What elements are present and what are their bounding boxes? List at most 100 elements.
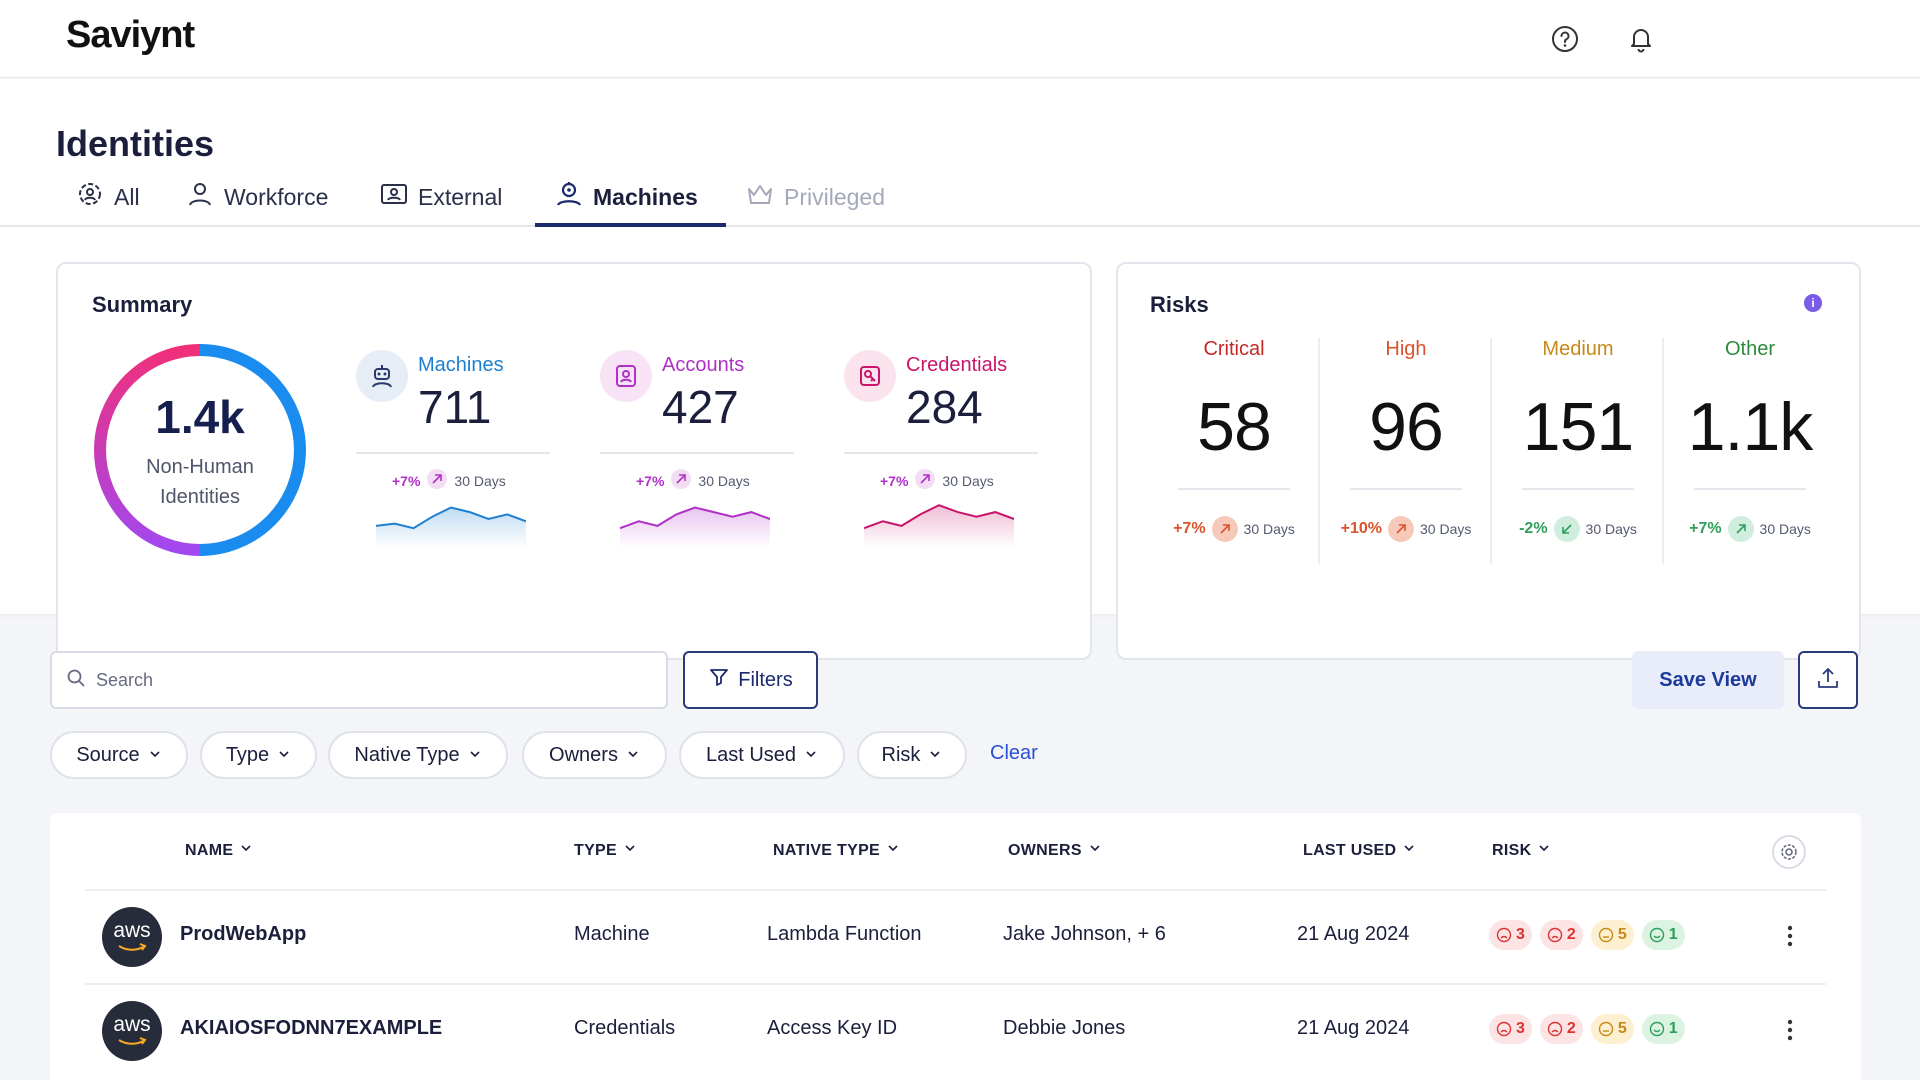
trend-period: 30 Days xyxy=(698,472,750,489)
trend-percent: +7% xyxy=(1689,520,1722,537)
tab-all[interactable]: All xyxy=(76,167,140,227)
aws-logo: aws xyxy=(102,1001,162,1061)
chevron-down-icon xyxy=(239,841,253,860)
column-header-native-type[interactable]: NATIVE TYPE xyxy=(773,841,900,860)
trend-up-icon xyxy=(914,468,936,493)
tab-external[interactable]: External xyxy=(380,167,502,227)
page-title: Identities xyxy=(56,123,215,164)
risk-other[interactable]: Other 1.1k +7% 30 Days xyxy=(1664,338,1836,564)
save-view-button[interactable]: Save View xyxy=(1632,651,1784,709)
chip-risk[interactable]: Risk xyxy=(857,731,967,779)
trend-up-icon xyxy=(1211,516,1238,542)
risk-trend: +7% 30 Days xyxy=(1148,516,1320,542)
table-row[interactable]: aws ProdWebApp Machine Lambda Function J… xyxy=(50,890,1861,984)
accounts-sparkline xyxy=(620,506,770,548)
risk-high[interactable]: High 96 +10% 30 Days xyxy=(1320,338,1492,564)
trend-percent: +7% xyxy=(392,472,421,489)
metric-accounts[interactable]: Accounts 427 +7% 30 Days xyxy=(600,350,794,550)
chip-source[interactable]: Source xyxy=(50,731,188,779)
cell-name[interactable]: AKIAIOSFODNN7EXAMPLE xyxy=(180,1017,443,1039)
metric-trend: +7% 30 Days xyxy=(392,468,506,493)
row-divider xyxy=(85,983,1826,985)
divider xyxy=(1490,338,1492,564)
risk-pills: 3 2 5 1 xyxy=(1489,920,1685,950)
credentials-sparkline xyxy=(864,504,1014,548)
chip-native-type[interactable]: Native Type xyxy=(328,731,508,779)
tab-label: Workforce xyxy=(224,183,329,210)
chip-type[interactable]: Type xyxy=(200,731,317,779)
chevron-down-icon xyxy=(1537,841,1551,860)
search-input[interactable] xyxy=(96,669,656,691)
cell-name[interactable]: ProdWebApp xyxy=(180,923,307,945)
identities-donut-chart xyxy=(94,344,306,556)
help-circle-icon[interactable] xyxy=(1546,20,1584,58)
sparkline-area xyxy=(376,507,526,548)
risk-pill-critical[interactable]: 3 xyxy=(1489,1014,1532,1044)
risk-pill-medium[interactable]: 5 xyxy=(1590,1014,1634,1044)
cell-native-type: Lambda Function xyxy=(767,923,922,945)
column-header-owners[interactable]: OWNERS xyxy=(1008,841,1102,860)
trend-up-icon xyxy=(1388,516,1414,542)
divider xyxy=(844,452,1038,454)
cell-owners[interactable]: Debbie Jones xyxy=(1003,1017,1126,1039)
metric-credentials[interactable]: Credentials 284 +7% 30 Days xyxy=(844,350,1038,550)
tab-machines[interactable]: Machines xyxy=(555,167,698,227)
risk-value: 151 xyxy=(1522,389,1634,465)
column-header-risk[interactable]: RISK xyxy=(1492,841,1551,860)
trend-percent: +10% xyxy=(1340,520,1382,537)
saviynt-logo[interactable]: Saviynt xyxy=(66,14,195,56)
risk-pill-critical[interactable]: 3 xyxy=(1489,920,1532,950)
row-menu-icon[interactable] xyxy=(1780,1012,1800,1048)
risk-label: Medium xyxy=(1542,338,1614,360)
sparkline-line xyxy=(376,506,526,530)
bell-icon[interactable] xyxy=(1622,20,1660,58)
tab-label: Privileged xyxy=(784,183,885,210)
risk-pill-high[interactable]: 2 xyxy=(1539,1014,1583,1044)
tab-privileged[interactable]: Privileged xyxy=(746,167,885,227)
metric-value: 711 xyxy=(418,381,492,433)
info-icon[interactable]: i xyxy=(1804,294,1822,312)
gear-icon[interactable] xyxy=(1772,835,1806,869)
metric-machines[interactable]: Machines 711 +7% 30 Days xyxy=(356,350,550,550)
risk-label: High xyxy=(1385,338,1427,360)
key-card-icon xyxy=(844,350,896,402)
risk-medium[interactable]: Medium 151 -2% 30 Days xyxy=(1492,338,1664,564)
cell-type: Credentials xyxy=(574,1017,676,1039)
filters-button[interactable]: Filters xyxy=(683,651,818,709)
risk-pills: 3 2 5 1 xyxy=(1489,1014,1685,1044)
trend-percent: +7% xyxy=(1173,520,1206,537)
chevron-down-icon xyxy=(886,841,900,860)
trend-period: 30 Days xyxy=(942,472,994,489)
risk-pill-medium[interactable]: 5 xyxy=(1590,920,1634,950)
column-header-name[interactable]: NAME xyxy=(185,841,253,860)
clear-filters-link[interactable]: Clear xyxy=(990,742,1038,764)
trend-percent: +7% xyxy=(880,472,909,489)
cell-owners[interactable]: Jake Johnson, + 6 xyxy=(1003,923,1166,945)
risk-pill-other[interactable]: 1 xyxy=(1641,920,1685,950)
machines-sparkline xyxy=(376,506,526,548)
export-button[interactable] xyxy=(1798,651,1858,709)
risk-pill-high[interactable]: 2 xyxy=(1539,920,1583,950)
risk-value: 58 xyxy=(1197,389,1272,465)
trend-period: 30 Days xyxy=(1585,521,1637,537)
divider xyxy=(1694,488,1806,490)
search-box[interactable] xyxy=(50,651,668,709)
chip-owners[interactable]: Owners xyxy=(522,731,667,779)
column-header-last-used[interactable]: LAST USED xyxy=(1303,841,1416,860)
chevron-down-icon xyxy=(626,744,640,767)
metric-label: Machines xyxy=(418,354,504,376)
metric-trend: +7% 30 Days xyxy=(636,468,750,493)
chip-last-used[interactable]: Last Used xyxy=(679,731,845,779)
trend-up-icon xyxy=(1727,516,1754,542)
trend-period: 30 Days xyxy=(1759,521,1811,537)
row-menu-icon[interactable] xyxy=(1780,918,1800,954)
cell-last-used: 21 Aug 2024 xyxy=(1297,923,1410,945)
divider xyxy=(1662,338,1664,564)
risk-pill-other[interactable]: 1 xyxy=(1641,1014,1685,1044)
table-row[interactable]: aws AKIAIOSFODNN7EXAMPLE Credentials Acc… xyxy=(50,984,1861,1078)
users-gear-icon xyxy=(76,180,104,214)
risk-critical[interactable]: Critical 58 +7% 30 Days xyxy=(1148,338,1320,564)
risk-trend: +7% 30 Days xyxy=(1664,516,1836,542)
column-header-type[interactable]: TYPE xyxy=(574,841,637,860)
tab-workforce[interactable]: Workforce xyxy=(186,167,328,227)
